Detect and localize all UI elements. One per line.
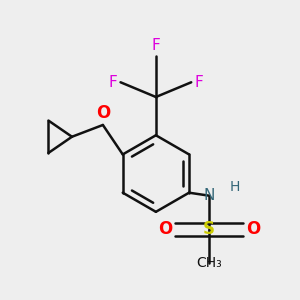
Text: F: F (152, 38, 160, 53)
Text: H: H (230, 180, 240, 194)
Text: F: F (109, 75, 118, 90)
Text: O: O (246, 220, 260, 238)
Text: S: S (203, 220, 215, 238)
Text: N: N (203, 188, 214, 203)
Text: O: O (96, 104, 110, 122)
Text: F: F (194, 75, 203, 90)
Text: CH₃: CH₃ (196, 256, 222, 270)
Text: O: O (158, 220, 172, 238)
